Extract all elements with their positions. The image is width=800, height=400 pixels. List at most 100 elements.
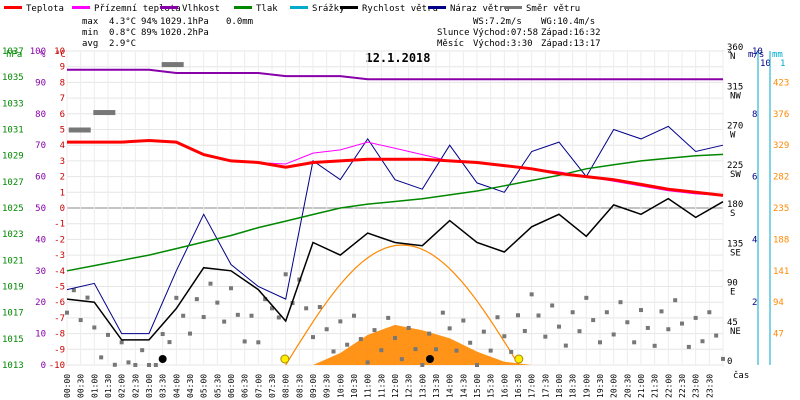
- wind-dir-point: [126, 360, 131, 365]
- wind-dir-point: [461, 318, 466, 323]
- temp-tick: 10: [54, 47, 65, 57]
- solar-tick: 188: [773, 235, 789, 245]
- moonset-marker: [425, 355, 434, 363]
- wind-dir-point: [352, 313, 356, 318]
- stat-moon-set: Západ:13:17: [541, 39, 601, 49]
- axis-unit-dir: °: [727, 50, 732, 60]
- x-tick-label: 03:30: [159, 374, 168, 398]
- wind-dir-point: [188, 331, 192, 336]
- hpa-tick: 1015: [2, 335, 24, 345]
- wind-dir-point: [242, 339, 247, 344]
- wind-dir-point: [283, 272, 288, 277]
- x-tick-label: 08:00: [282, 374, 291, 398]
- dir-tick-compass: E: [730, 288, 735, 298]
- solar-tick: 282: [773, 173, 789, 183]
- legend: Teplota Přízemní teplota Vlhkost Tlak Srážky…: [4, 4, 580, 14]
- x-tick-label: 10:00: [336, 374, 345, 398]
- x-tick-label: 00:00: [63, 374, 72, 398]
- legend-label-3: Tlak: [256, 4, 278, 14]
- wind-dir-point-early: [93, 110, 116, 116]
- wind-dir-point: [611, 332, 616, 337]
- x-tick-label: 18:30: [569, 374, 578, 398]
- x-tick-label: 17:00: [528, 374, 537, 398]
- x-tick-label: 12:30: [405, 374, 414, 398]
- x-tick-label: 14:30: [459, 374, 468, 398]
- hpa-tick: 1029: [2, 152, 24, 162]
- axis-unit-rain: mm: [772, 50, 783, 60]
- ws-top-label: 10: [760, 59, 771, 69]
- dir-tick: 225: [727, 161, 743, 171]
- wind-dir-point: [85, 295, 90, 300]
- wind-dir-point: [707, 310, 712, 315]
- temp-tick: 9: [60, 63, 65, 73]
- wind-dir-point: [304, 306, 309, 311]
- solar-tick: 235: [773, 204, 789, 214]
- dir-tick-compass: S: [730, 209, 735, 219]
- hpa-tick: 1019: [2, 283, 24, 293]
- legend-label-0: Teplota: [26, 4, 64, 14]
- temp-tick: 3: [60, 157, 65, 167]
- wind-dir-point: [92, 325, 97, 330]
- x-tick-label: 14:00: [446, 374, 455, 398]
- temp-tick: 1: [60, 188, 65, 198]
- wind-dir-point: [645, 325, 650, 330]
- hpa-tick: 1037: [2, 47, 24, 57]
- solar-tick: 94: [773, 298, 784, 308]
- wind-dir-point: [604, 310, 609, 315]
- ws-tick: 10: [752, 47, 763, 57]
- legend-swatch-0: [4, 6, 22, 9]
- rain-top-label: 1: [780, 59, 785, 69]
- legend-swatch-7: [504, 6, 522, 9]
- wind-dir-point: [454, 348, 459, 353]
- hpa-tick: 1035: [2, 73, 24, 83]
- temp-tick: 7: [60, 94, 65, 104]
- dir-tick: 270: [727, 122, 743, 132]
- wind-dir-point: [65, 310, 69, 315]
- moonrise-marker: [158, 355, 167, 363]
- wind-dir-point: [420, 363, 425, 367]
- wind-dir-point: [550, 303, 555, 308]
- wind-dir-point: [488, 348, 493, 353]
- x-tick-label: 11:00: [364, 374, 373, 398]
- stat-max-label: max: [82, 17, 99, 27]
- stat-moon-rise: Východ:3:30: [473, 39, 533, 49]
- solar-tick: 376: [773, 110, 789, 120]
- wind-dir-point: [686, 344, 691, 349]
- wind-dir-point: [666, 327, 671, 332]
- wind-dir-point: [372, 328, 377, 333]
- legend-label-1: Přízemní teplota: [94, 4, 181, 14]
- wind-dir-point: [536, 313, 541, 318]
- legend-swatch-6: [428, 6, 446, 9]
- humidity-tick: 90: [35, 78, 46, 88]
- dir-tick-compass: NW: [730, 91, 741, 101]
- wind-dir-point: [659, 309, 664, 314]
- x-tick-label: 05:00: [200, 374, 209, 398]
- wind-dir-point: [270, 306, 274, 311]
- legend-label-2: Vlhkost: [182, 4, 220, 14]
- x-tick-label: 23:00: [692, 374, 701, 398]
- wind-dir-point: [529, 292, 534, 297]
- x-tick-label: 20:00: [610, 374, 619, 398]
- series-pressure: [66, 153, 724, 272]
- wind-dir-point: [591, 318, 596, 323]
- plot-area: [65, 62, 725, 367]
- temp-tick: -2: [54, 235, 65, 245]
- axis-unit-time: čas: [733, 370, 749, 381]
- stat-sun-set: Západ:16:32: [541, 28, 601, 38]
- wind-dir-point: [147, 363, 151, 367]
- wind-dir-point: [345, 342, 350, 347]
- hpa-tick: 1033: [2, 99, 24, 109]
- stat-min-press: 1020.2hPa: [160, 28, 209, 38]
- legend-label-4: Srážky: [312, 4, 345, 14]
- wind-dir-point: [522, 328, 527, 333]
- x-tick-label: 19:00: [582, 374, 591, 398]
- x-tick-label: 02:00: [118, 374, 127, 398]
- wind-dir-point: [160, 332, 165, 337]
- temp-tick: -10: [49, 361, 65, 371]
- stat-max-hum: 94%: [141, 17, 158, 27]
- axis-unit-ws: m/s: [748, 50, 764, 60]
- temp-tick: -7: [54, 314, 65, 324]
- wind-dir-point-early: [161, 62, 184, 68]
- stat-wg: WG:10.4m/s: [541, 17, 595, 27]
